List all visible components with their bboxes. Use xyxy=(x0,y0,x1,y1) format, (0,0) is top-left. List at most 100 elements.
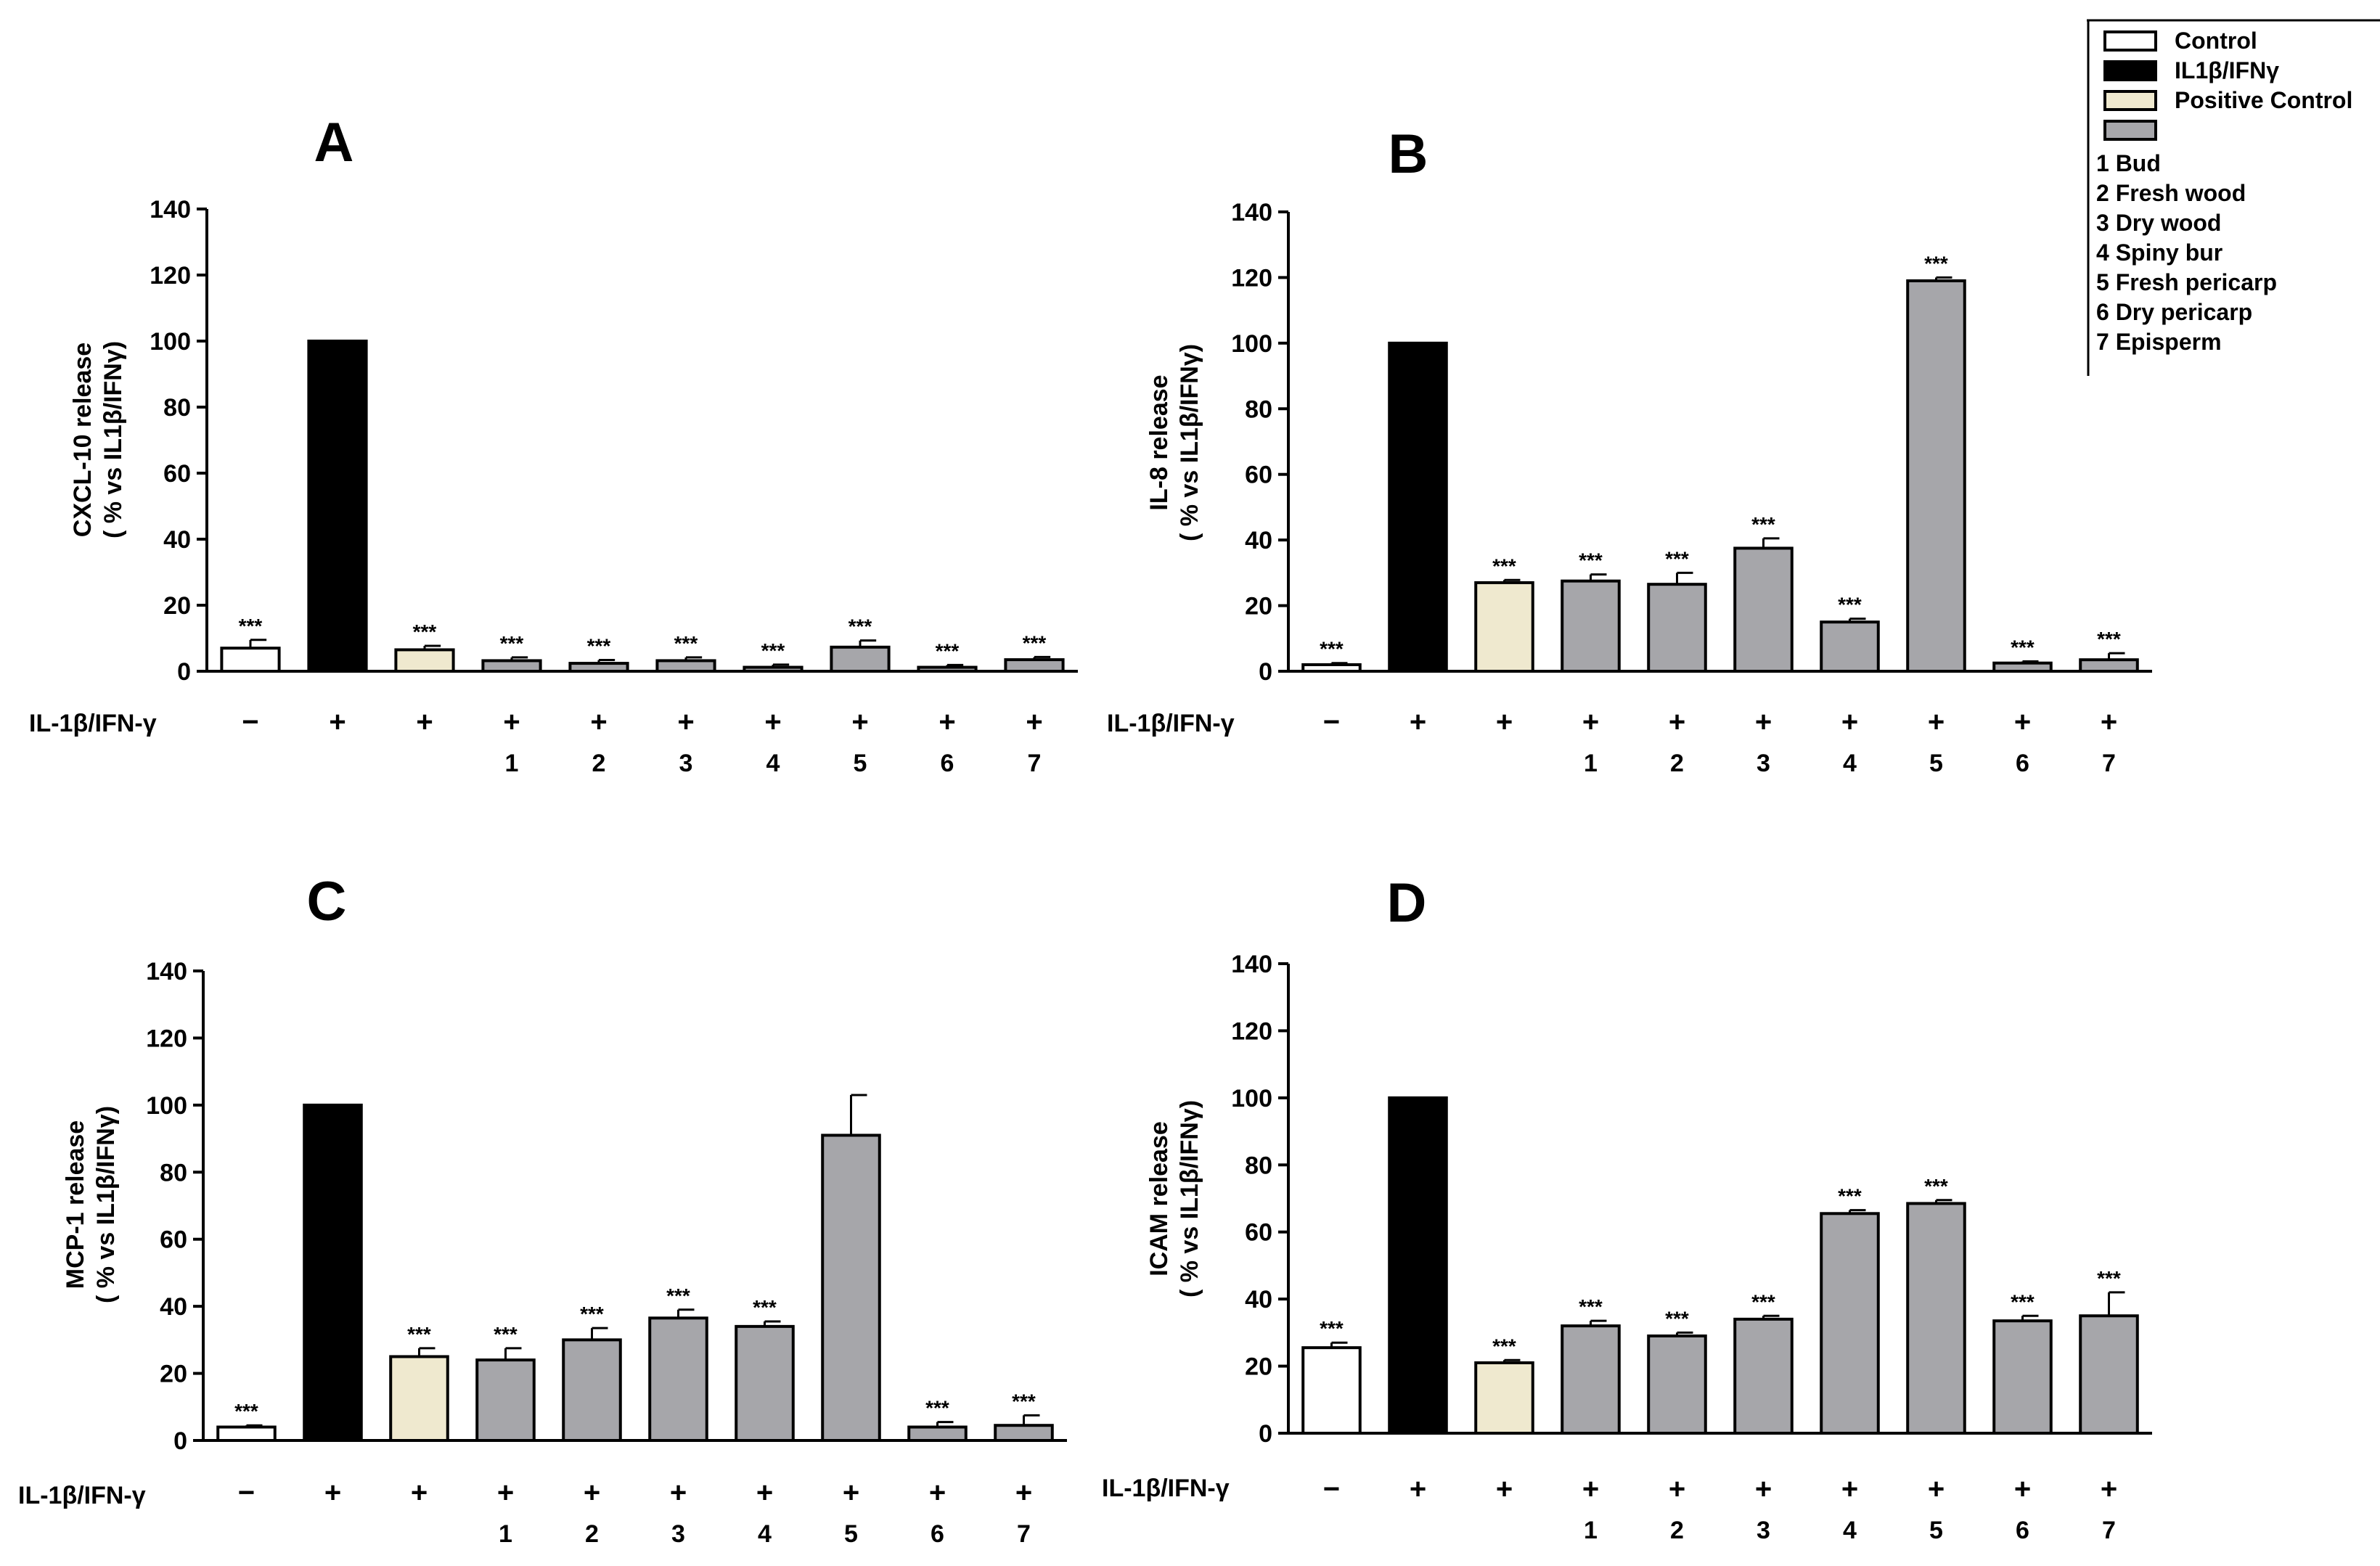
y-tick-label: 0 xyxy=(1259,658,1272,686)
legend-swatch-4 xyxy=(2103,120,2157,141)
significance-label: *** xyxy=(413,620,437,643)
treatment-sign: + xyxy=(497,1477,514,1509)
significance-label: *** xyxy=(2097,1267,2121,1290)
treatment-sign: + xyxy=(503,706,520,738)
bar-10 xyxy=(994,1424,1054,1443)
sample-number: 2 xyxy=(585,1520,599,1548)
treatment-sign: + xyxy=(1928,706,1945,738)
significance-label: *** xyxy=(587,635,611,657)
significance-label: *** xyxy=(761,639,785,662)
y-tick-label: 140 xyxy=(146,958,187,985)
panel-letter: D xyxy=(1387,872,1427,934)
condition-label: IL-1β/IFN-γ xyxy=(1102,1475,1230,1502)
condition-label: IL-1β/IFN-γ xyxy=(1107,710,1235,737)
bar-6 xyxy=(1733,546,1794,673)
legend-sample: 7 Episperm xyxy=(2096,329,2222,355)
y-axis-title: MCP-1 release( % vs IL1β/IFNγ) xyxy=(62,1106,120,1303)
y-axis-title-line-1: CXCL-10 release xyxy=(69,343,97,537)
treatment-sign: + xyxy=(1410,1473,1426,1505)
significance-label: *** xyxy=(1924,252,1948,274)
y-tick-label: 80 xyxy=(163,394,191,422)
sample-number: 4 xyxy=(1843,1517,1857,1544)
bar-3 xyxy=(389,1355,449,1442)
treatment-sign: − xyxy=(238,1477,255,1509)
y-tick-label: 140 xyxy=(1231,199,1272,226)
treatment-sign: + xyxy=(2101,1473,2117,1505)
significance-label: *** xyxy=(1579,549,1603,572)
y-tick-label: 120 xyxy=(1231,264,1272,292)
y-tick-label: 40 xyxy=(1245,527,1272,554)
significance-label: *** xyxy=(925,1397,949,1419)
significance-label: *** xyxy=(1320,1317,1344,1340)
treatment-sign: + xyxy=(1496,1473,1513,1505)
treatment-sign: + xyxy=(2014,706,2031,738)
panel-letter: A xyxy=(314,112,354,173)
bar-2 xyxy=(1388,341,1448,673)
bar-9 xyxy=(917,665,978,673)
treatment-sign: + xyxy=(1582,706,1599,738)
sample-number: 6 xyxy=(931,1520,944,1548)
treatment-sign: + xyxy=(851,706,868,738)
sample-number: 4 xyxy=(1843,750,1857,777)
significance-label: *** xyxy=(674,632,698,655)
y-tick-label: 0 xyxy=(1259,1420,1272,1448)
treatment-sign: + xyxy=(1026,706,1042,738)
sample-number: 3 xyxy=(1757,750,1770,777)
significance-label: *** xyxy=(753,1296,777,1319)
sample-number: 7 xyxy=(2102,1517,2116,1544)
legend-sample: 3 Dry wood xyxy=(2096,210,2221,236)
treatment-sign: + xyxy=(1841,706,1858,738)
sample-number: 6 xyxy=(941,750,954,777)
sample-number: 7 xyxy=(2102,750,2116,777)
y-tick-label: 140 xyxy=(150,196,191,224)
significance-label: *** xyxy=(936,639,960,662)
y-axis-title: ICAM release( % vs IL1β/IFNγ) xyxy=(1145,1100,1203,1298)
y-tick-label: 140 xyxy=(1231,951,1272,978)
bar-8 xyxy=(821,1133,881,1442)
bar-6 xyxy=(1733,1317,1794,1435)
bar-8 xyxy=(1906,279,1966,673)
significance-label: *** xyxy=(1665,1307,1689,1329)
significance-label: *** xyxy=(1838,1185,1862,1208)
bar-6 xyxy=(648,1316,708,1443)
treatment-sign: − xyxy=(1323,1473,1340,1505)
chart-panel-c: C 0 20 40 60 80 100 120 140 MCP-1 release( % vs I… xyxy=(18,871,1067,1548)
treatment-sign: + xyxy=(670,1477,687,1509)
legend-label: Positive Control xyxy=(2175,87,2352,113)
y-tick-label: 60 xyxy=(163,460,191,488)
legend-swatch-1 xyxy=(2103,30,2157,52)
treatment-sign: + xyxy=(756,1477,773,1509)
treatment-sign: + xyxy=(1582,1473,1599,1505)
y-axis-title-line-2: ( % vs IL1β/IFNγ) xyxy=(99,341,127,538)
sample-number: 7 xyxy=(1028,750,1042,777)
sample-number: 3 xyxy=(671,1520,685,1548)
sample-number: 2 xyxy=(592,750,606,777)
bar-8 xyxy=(1906,1202,1966,1435)
condition-label: IL-1β/IFN-γ xyxy=(18,1482,146,1509)
sample-number: 2 xyxy=(1670,750,1684,777)
sample-number: 6 xyxy=(2016,1517,2029,1544)
sample-number: 2 xyxy=(1670,1517,1684,1544)
bar-4 xyxy=(1561,1324,1621,1435)
y-axis-title-line-2: ( % vs IL1β/IFNγ) xyxy=(92,1106,120,1303)
treatment-sign: + xyxy=(677,706,694,738)
significance-label: *** xyxy=(1492,554,1516,577)
treatment-sign: + xyxy=(411,1477,428,1509)
bar-3 xyxy=(1474,581,1534,673)
sample-number: 3 xyxy=(1757,1517,1770,1544)
bar-5 xyxy=(562,1338,622,1443)
treatment-sign: + xyxy=(1841,1473,1858,1505)
bar-1 xyxy=(220,647,281,673)
significance-label: *** xyxy=(1579,1295,1603,1318)
treatment-sign: + xyxy=(416,706,433,738)
significance-label: *** xyxy=(1751,513,1775,536)
bar-10 xyxy=(2079,658,2139,673)
treatment-sign: + xyxy=(329,706,345,738)
sample-number: 6 xyxy=(2016,750,2029,777)
y-axis-title: CXCL-10 release( % vs IL1β/IFNγ) xyxy=(69,341,127,538)
y-tick-label: 80 xyxy=(160,1159,187,1186)
y-tick-label: 120 xyxy=(150,262,191,290)
significance-label: *** xyxy=(1023,631,1047,654)
sample-number: 5 xyxy=(844,1520,858,1548)
y-axis-title-line-2: ( % vs IL1β/IFNγ) xyxy=(1176,344,1203,541)
